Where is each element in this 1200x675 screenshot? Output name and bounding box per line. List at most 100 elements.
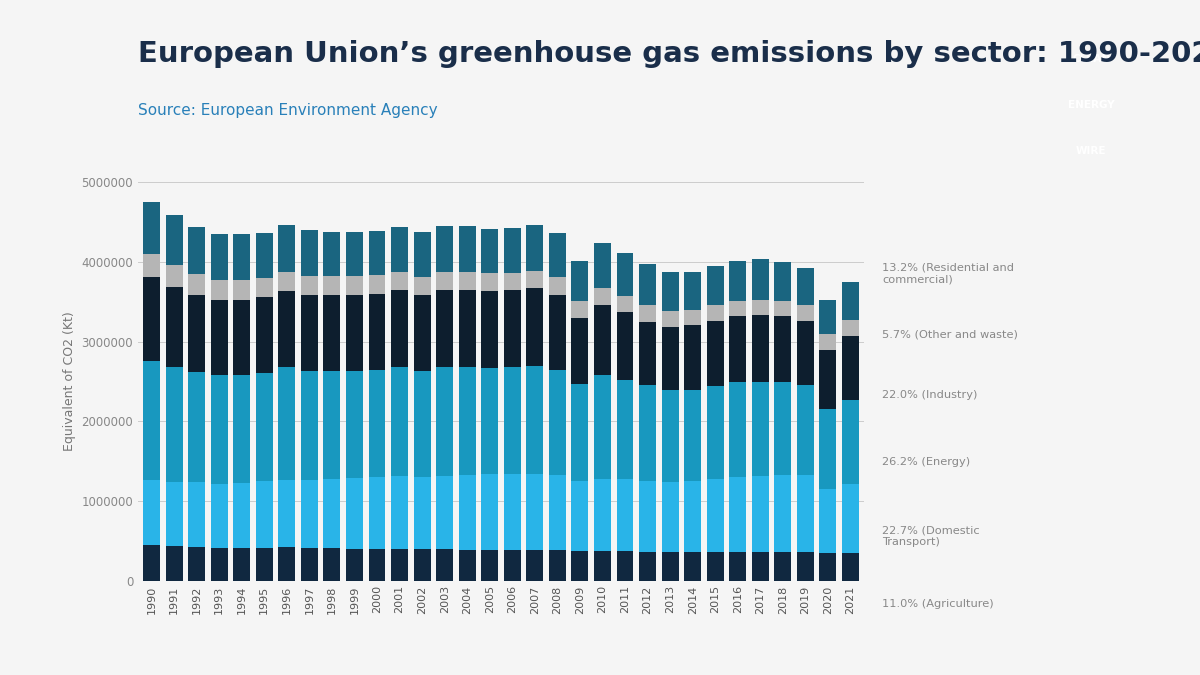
Bar [640,321,656,385]
Text: ENERGY: ENERGY [1068,100,1115,109]
Bar [548,370,566,475]
Bar [414,295,431,371]
Bar [143,202,160,254]
Bar [166,265,182,287]
Bar [188,227,205,274]
Bar [458,290,475,367]
Bar [571,318,588,384]
Bar [233,300,250,375]
Y-axis label: Equivalent of CO2 (Kt): Equivalent of CO2 (Kt) [62,311,76,452]
Bar [617,479,634,551]
Bar [730,261,746,300]
Bar [730,317,746,382]
Bar [730,477,746,552]
Bar [797,552,814,580]
Bar [684,389,701,481]
Bar [414,549,431,580]
Bar [233,483,250,548]
Bar [504,228,521,273]
Bar [707,479,724,552]
Bar [527,288,544,366]
Bar [774,262,791,300]
Bar [324,296,341,371]
Bar [233,280,250,300]
Bar [188,372,205,482]
Bar [301,548,318,580]
Bar [797,475,814,552]
Bar [527,550,544,580]
Bar [256,548,272,580]
Bar [414,277,431,295]
Bar [774,475,791,552]
Bar [324,276,341,296]
Bar [504,474,521,550]
Bar [820,410,836,489]
Bar [346,371,362,478]
Bar [842,554,859,580]
Bar [166,367,182,482]
Bar [346,232,362,277]
Bar [640,306,656,321]
Bar [166,482,182,546]
Bar [842,282,859,320]
Bar [661,552,678,580]
Bar [752,476,769,552]
Bar [797,268,814,305]
Bar [301,371,318,479]
Text: WIRE: WIRE [1076,146,1106,155]
Bar [797,321,814,385]
Bar [617,312,634,380]
Bar [346,549,362,580]
Bar [548,475,566,550]
Bar [820,334,836,350]
Bar [640,551,656,580]
Bar [571,384,588,481]
Bar [617,551,634,580]
Bar [752,382,769,476]
Bar [278,292,295,367]
Bar [458,367,475,475]
Bar [481,229,498,273]
Bar [548,277,566,294]
Bar [436,549,454,580]
Bar [571,261,588,301]
Bar [594,375,611,479]
Bar [774,383,791,475]
Bar [707,386,724,479]
Bar [211,548,228,580]
Bar [166,215,182,265]
Text: CLEAN: CLEAN [1073,54,1110,63]
Bar [256,233,272,277]
Bar [842,320,859,335]
Bar [661,327,678,389]
Bar [436,290,454,367]
Bar [414,477,431,549]
Text: 11.0% (Agriculture): 11.0% (Agriculture) [882,599,994,609]
Bar [820,553,836,580]
Bar [752,552,769,580]
Bar [414,232,431,277]
Bar [707,267,724,305]
Bar [820,300,836,334]
Bar [391,477,408,549]
Bar [594,479,611,551]
Bar [571,481,588,551]
Bar [617,296,634,312]
Bar [458,226,475,272]
Text: European Union’s greenhouse gas emissions by sector: 1990-2021: European Union’s greenhouse gas emission… [138,40,1200,68]
Bar [256,481,272,548]
Bar [278,225,295,272]
Bar [571,551,588,580]
Bar [752,315,769,382]
Bar [527,271,544,288]
Bar [527,366,544,474]
Bar [504,550,521,580]
Bar [256,297,272,373]
Bar [752,300,769,315]
Bar [278,272,295,292]
Bar [684,310,701,325]
Bar [391,227,408,272]
Bar [166,287,182,367]
Bar [707,552,724,580]
Bar [346,277,362,296]
